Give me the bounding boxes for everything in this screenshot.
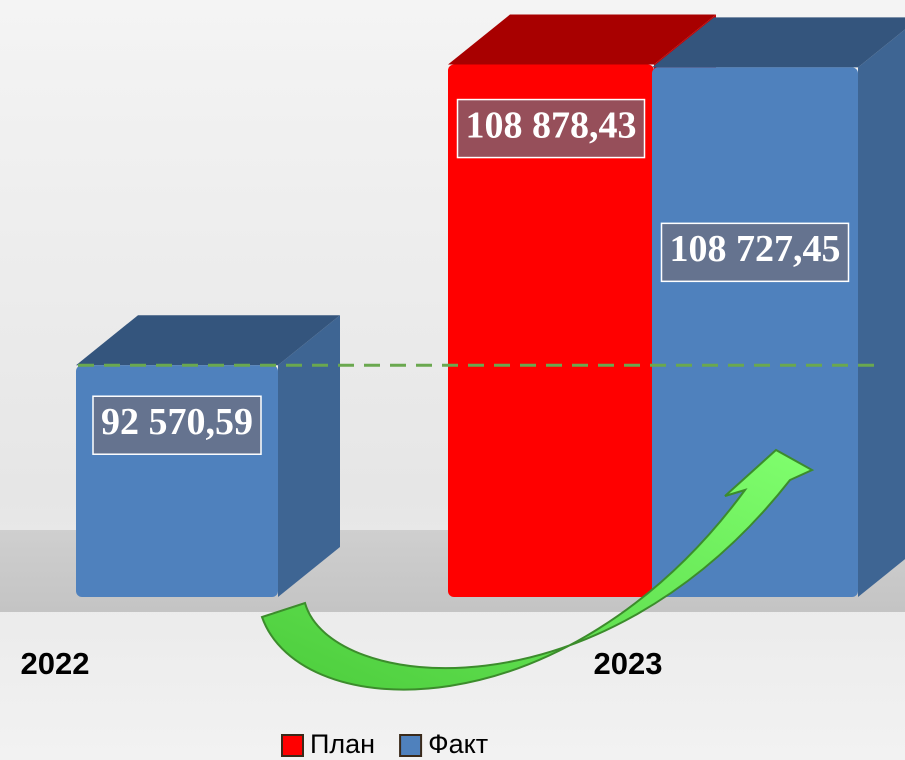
value-label: 92 570,59: [101, 401, 253, 443]
value-label-box: [92, 395, 262, 455]
bar-side: [858, 29, 905, 597]
bar-side: [278, 315, 340, 597]
growth-arrow: [260, 448, 815, 691]
labels: 108 878,43 92 570,59 108 727,45: [92, 98, 850, 455]
bar-top: [76, 315, 340, 366]
value-label: 108 878,43: [466, 104, 637, 146]
legend-label: План: [310, 729, 375, 759]
legend-swatch: [281, 734, 304, 757]
value-label-box: [456, 98, 646, 159]
bars: [76, 14, 905, 597]
x-tick-label: 2022: [21, 646, 90, 681]
value-label-box: [660, 222, 850, 283]
bar-top: [448, 14, 716, 65]
x-tick-label: 2023: [594, 646, 663, 681]
bar-top: [652, 17, 905, 68]
value-label: 108 727,45: [670, 228, 841, 270]
bar: [448, 64, 654, 597]
legend-swatch: [399, 734, 423, 757]
legend-label: Факт: [428, 729, 488, 759]
bar: [652, 67, 858, 597]
